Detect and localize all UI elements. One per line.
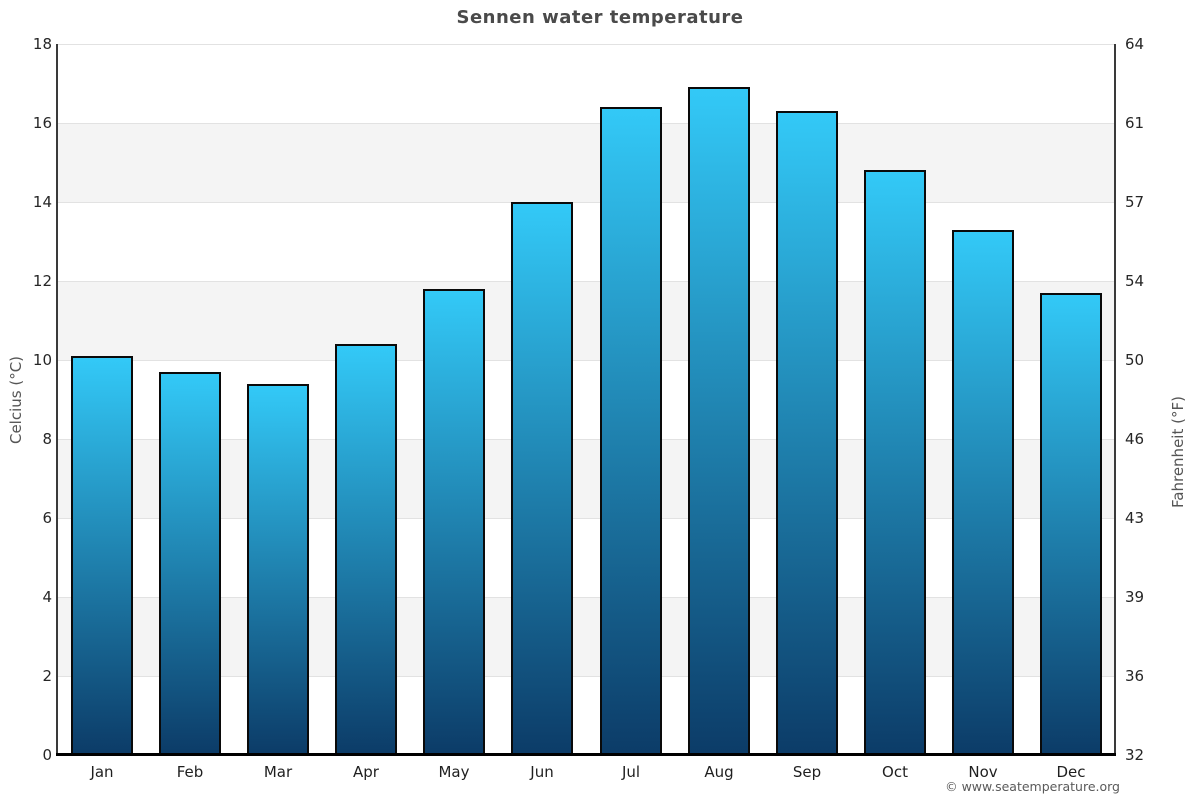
plot-band — [58, 439, 1115, 518]
ytick-celsius-6: 6 — [42, 509, 52, 527]
xtick-oct: Oct — [882, 763, 908, 781]
bar-jul[interactable] — [600, 107, 662, 755]
gridline — [58, 675, 1115, 677]
plot-band — [58, 360, 1115, 439]
gridline — [58, 517, 1115, 519]
ytick-fahrenheit-43: 43 — [1125, 509, 1145, 527]
ytick-fahrenheit-50: 50 — [1125, 351, 1145, 369]
ytick-fahrenheit-64: 64 — [1125, 35, 1145, 53]
ytick-celsius-10: 10 — [32, 351, 52, 369]
ytick-celsius-18: 18 — [32, 35, 52, 53]
bar-jun[interactable] — [511, 202, 573, 755]
plot-band — [58, 518, 1115, 597]
ytick-fahrenheit-32: 32 — [1125, 746, 1145, 764]
gridline — [58, 43, 1115, 45]
ytick-fahrenheit-54: 54 — [1125, 272, 1145, 290]
plot-area — [58, 43, 1115, 755]
plot-band — [58, 44, 1115, 123]
y-axis-line-left — [56, 44, 58, 755]
y-axis-label-fahrenheit: Fahrenheit (°F) — [1169, 396, 1187, 508]
ytick-fahrenheit-57: 57 — [1125, 193, 1145, 211]
xtick-sep: Sep — [792, 763, 822, 781]
bar-feb[interactable] — [159, 372, 221, 755]
bar-apr[interactable] — [335, 344, 397, 755]
bar-dec[interactable] — [1040, 293, 1102, 755]
gridline — [58, 280, 1115, 282]
chart-title: Sennen water temperature — [456, 7, 744, 28]
xtick-aug: Aug — [704, 763, 734, 781]
plot-band — [58, 676, 1115, 755]
bar-oct[interactable] — [864, 170, 926, 755]
ytick-celsius-16: 16 — [32, 114, 52, 132]
plot-band — [58, 597, 1115, 676]
ytick-fahrenheit-36: 36 — [1125, 667, 1145, 685]
xtick-jul: Jul — [621, 763, 641, 781]
x-axis-line — [56, 753, 1116, 756]
xtick-jan: Jan — [90, 763, 114, 781]
plot-band — [58, 281, 1115, 360]
xtick-apr: Apr — [353, 763, 379, 781]
bar-aug[interactable] — [688, 87, 750, 755]
gridline — [58, 596, 1115, 598]
plot-band — [58, 202, 1115, 281]
ytick-fahrenheit-46: 46 — [1125, 430, 1145, 448]
ytick-celsius-12: 12 — [32, 272, 52, 290]
y-axis-line-right — [1114, 44, 1116, 755]
ytick-celsius-4: 4 — [42, 588, 52, 606]
bar-jan[interactable] — [71, 356, 133, 755]
bar-mar[interactable] — [247, 384, 309, 755]
copyright-text: © www.seatemperature.org — [945, 779, 1120, 794]
xtick-dec: Dec — [1056, 763, 1086, 781]
gridline — [58, 359, 1115, 361]
bar-nov[interactable] — [952, 230, 1014, 755]
ytick-celsius-8: 8 — [42, 430, 52, 448]
gridline — [58, 201, 1115, 203]
xtick-jun: Jun — [530, 763, 554, 781]
ytick-celsius-14: 14 — [32, 193, 52, 211]
gridline — [58, 438, 1115, 440]
xtick-mar: Mar — [263, 763, 293, 781]
gridline — [58, 122, 1115, 124]
ytick-celsius-0: 0 — [42, 746, 52, 764]
xtick-feb: Feb — [176, 763, 204, 781]
bar-may[interactable] — [423, 289, 485, 755]
ytick-fahrenheit-39: 39 — [1125, 588, 1145, 606]
xtick-nov: Nov — [968, 763, 998, 781]
ytick-fahrenheit-61: 61 — [1125, 114, 1145, 132]
plot-band — [58, 123, 1115, 202]
ytick-celsius-2: 2 — [42, 667, 52, 685]
xtick-may: May — [438, 763, 470, 781]
bar-sep[interactable] — [776, 111, 838, 755]
